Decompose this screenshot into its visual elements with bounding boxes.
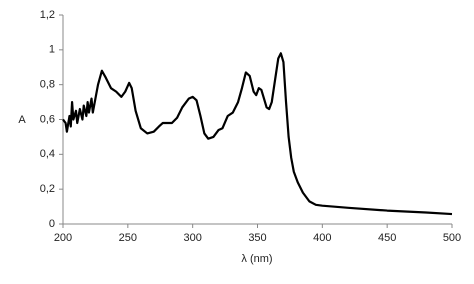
x-tick-label: 250 (119, 232, 137, 244)
x-tick-label: 500 (443, 232, 461, 244)
y-tick-label: 0,8 (40, 79, 55, 91)
x-tick-label: 350 (248, 232, 266, 244)
data-line (62, 52, 453, 216)
y-tick-label: 1,2 (40, 9, 55, 21)
x-tick-label: 400 (313, 232, 331, 244)
y-tick-label: 0,2 (40, 183, 55, 195)
x-tick-label: 450 (378, 232, 396, 244)
y-tick-label: 0,4 (40, 148, 55, 160)
x-tick-label: 300 (183, 232, 201, 244)
y-tick-label: 1 (49, 44, 55, 56)
x-axis-label: λ (nm) (241, 253, 272, 265)
y-axis-label: A (18, 114, 26, 126)
x-tick-label: 200 (54, 232, 72, 244)
y-tick-label: 0,6 (40, 113, 55, 125)
y-tick-label: 0 (49, 218, 55, 230)
